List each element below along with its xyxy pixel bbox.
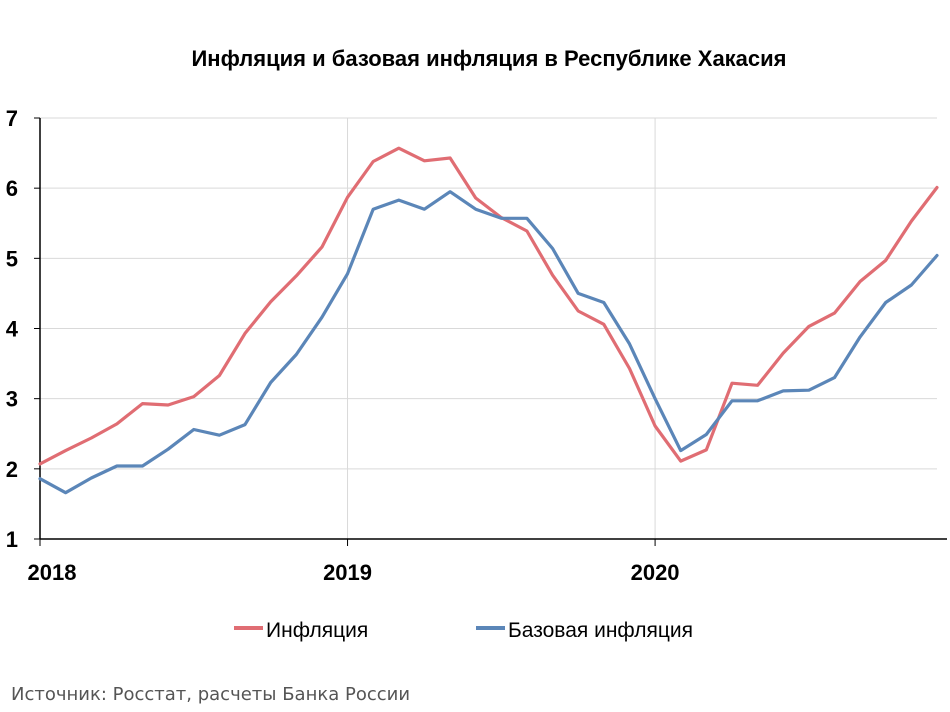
legend: Инфляция Базовая инфляция xyxy=(234,619,693,642)
y-tick-label: 2 xyxy=(6,457,18,482)
y-tick-label: 6 xyxy=(6,176,18,201)
x-tick-label: 2019 xyxy=(323,560,372,585)
legend-label-inflation: Инфляция xyxy=(266,619,368,642)
chart-title: Инфляция и базовая инфляция в Республике… xyxy=(191,46,786,71)
source-note: Источник: Росстат, расчеты Банка России xyxy=(11,684,411,705)
y-tick-label: 4 xyxy=(6,317,19,342)
y-tick-label: 1 xyxy=(6,527,18,552)
series-lines xyxy=(38,146,939,495)
grid-lines xyxy=(40,117,937,539)
series-line-inflation xyxy=(38,146,939,466)
axes: 1 2 3 4 5 6 7 2018 2019 2020 xyxy=(6,106,947,585)
legend-label-core: Базовая инфляция xyxy=(508,619,693,642)
x-tick-label: 2020 xyxy=(631,560,680,585)
y-tick-label: 5 xyxy=(6,246,18,271)
x-tick-label: 2018 xyxy=(28,560,77,585)
y-tick-label: 3 xyxy=(6,387,18,412)
series-line-core xyxy=(38,190,939,495)
y-tick-label: 7 xyxy=(6,106,18,131)
